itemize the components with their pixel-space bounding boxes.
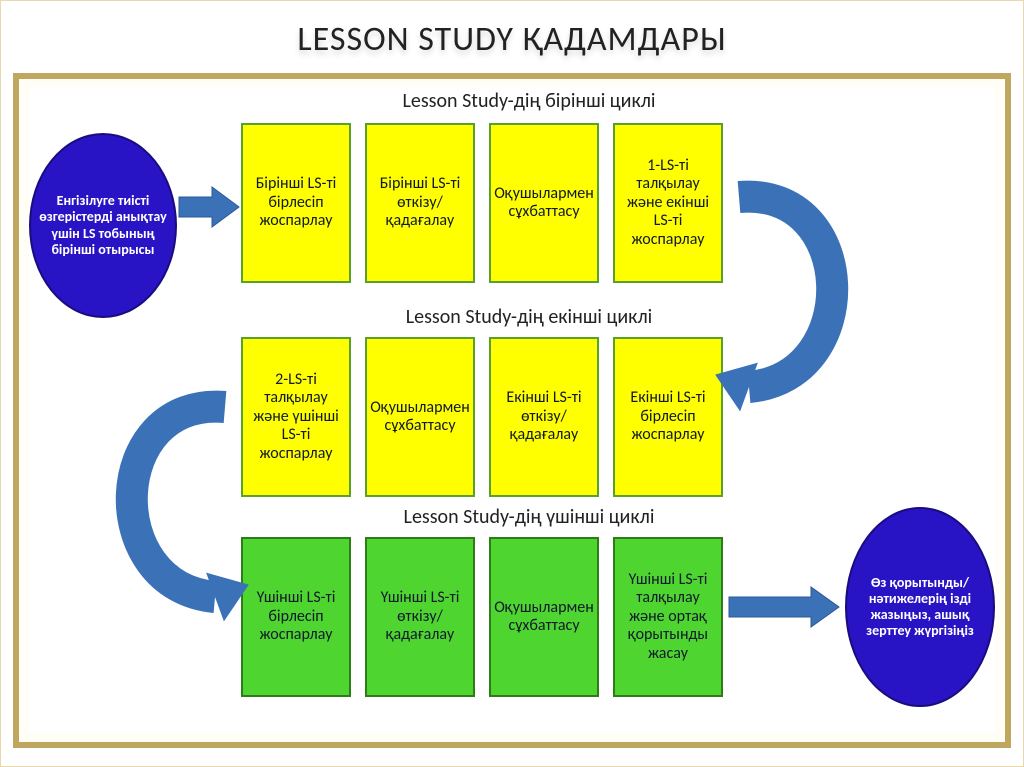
r3-b2: Үшінші LS-ті өткізу/ қадағалау — [365, 537, 475, 697]
page-title: LESSON STUDY ҚАДАМДАРЫ — [297, 19, 726, 60]
slide: LESSON STUDY ҚАДАМДАРЫ Lesson Study-дің … — [0, 0, 1024, 767]
r1-b4: 1-LS-ті талқылау және екінші LS-ті жоспа… — [613, 123, 723, 283]
diagram-canvas: Lesson Study-дің бірінші циклі Lesson Stu… — [29, 87, 995, 732]
r2-b2: Оқушылармен сұхбаттасу — [365, 337, 475, 497]
arrow-row3-to-end — [729, 587, 839, 627]
r2-b3: Екінші LS-ті өткізу/ қадағалау — [489, 337, 599, 497]
cycle-label-2: Lesson Study-дің екінші циклі — [289, 305, 769, 333]
end-ellipse: Өз қорытынды/ нәтижелерің ізді жазыңыз, … — [845, 507, 995, 707]
content-frame: Lesson Study-дің бірінші циклі Lesson Stu… — [13, 73, 1011, 748]
r1-b3: Оқушылармен сұхбаттасу — [489, 123, 599, 283]
r1-b2: Бірінші LS-ті өткізу/ қадағалау — [365, 123, 475, 283]
r2-b4: Екінші LS-ті бірлесіп жоспарлау — [613, 337, 723, 497]
start-ellipse: Енгізілуге тиісті өзгерістерді анықтау ү… — [29, 133, 177, 318]
r2-b1: 2-LS-ті талқылау және үшінші LS-ті жоспа… — [241, 337, 351, 497]
r3-b3: Оқушылармен сұхбаттасу — [489, 537, 599, 697]
cycle-label-1: Lesson Study-дің бірінші циклі — [289, 89, 769, 117]
r1-b1: Бірінші LS-ті бірлесіп жоспарлау — [241, 123, 351, 283]
arrow-start-to-row1 — [179, 187, 239, 227]
title-bar: LESSON STUDY ҚАДАМДАРЫ — [1, 19, 1023, 60]
cycle-label-3: Lesson Study-дің үшінші циклі — [289, 505, 769, 533]
r3-b4: Үшінші LS-ті талқылау және ортақ қорытын… — [613, 537, 723, 697]
curve-row2-to-row3 — [95, 387, 245, 627]
r3-b1: Үшінші LS-ті бірлесіп жоспарлау — [241, 537, 351, 697]
curve-row1-to-row2 — [719, 177, 869, 417]
